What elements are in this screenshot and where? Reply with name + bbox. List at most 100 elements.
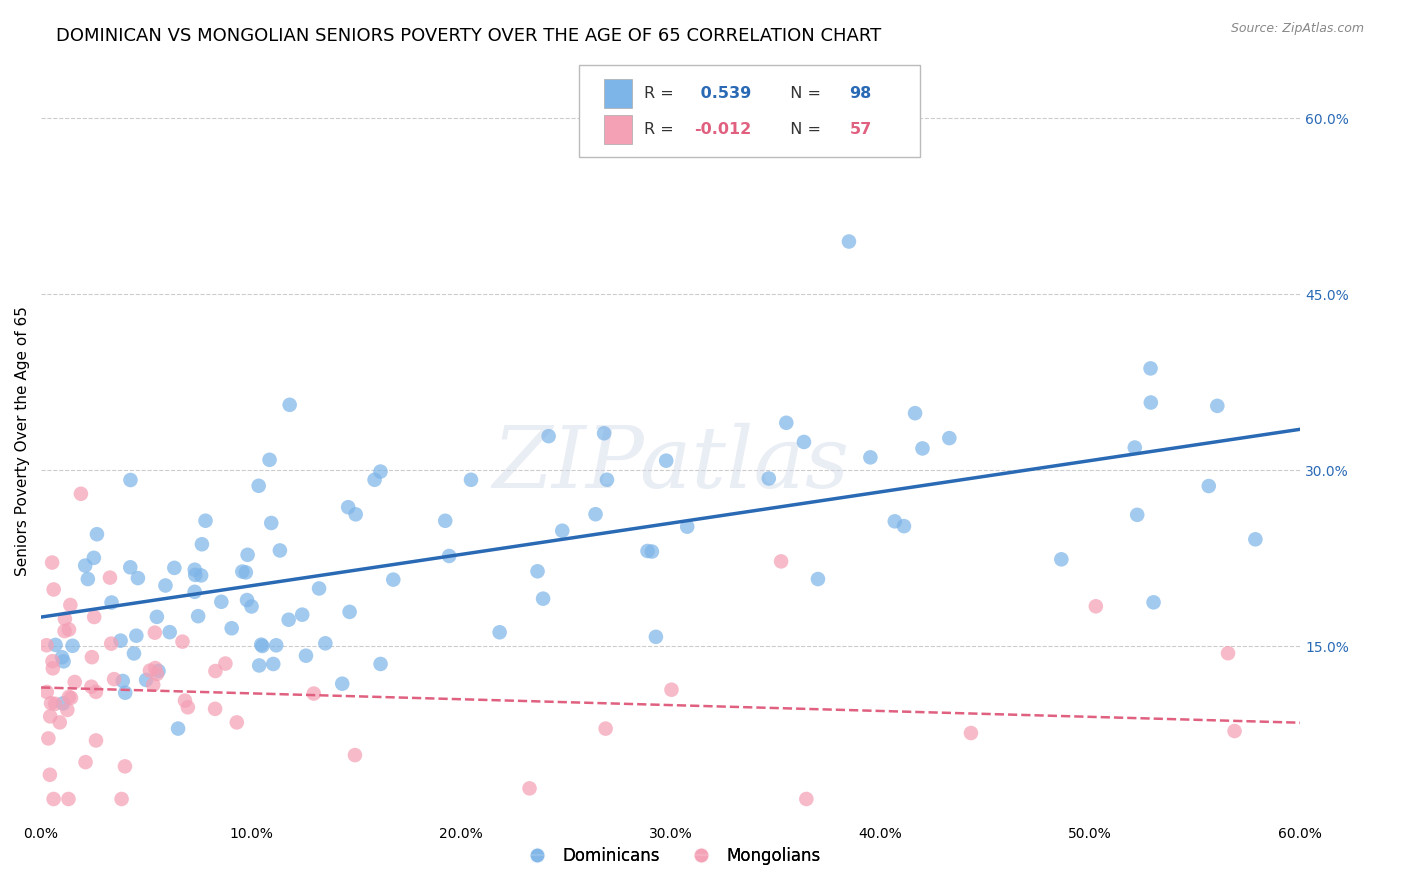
Point xyxy=(259,452,281,467)
Point xyxy=(1223,724,1246,739)
Text: N =: N = xyxy=(780,87,827,102)
Point xyxy=(960,726,983,740)
Text: Source: ZipAtlas.com: Source: ZipAtlas.com xyxy=(1230,22,1364,36)
Point xyxy=(911,442,934,456)
Point xyxy=(53,624,76,639)
Point xyxy=(35,685,58,699)
Point xyxy=(247,479,270,493)
Point xyxy=(262,657,284,671)
Point xyxy=(593,426,616,441)
Point xyxy=(41,654,63,668)
Point xyxy=(58,623,80,637)
Point xyxy=(252,639,274,653)
Point xyxy=(63,675,86,690)
Point xyxy=(758,471,780,485)
Point xyxy=(370,465,392,479)
Point xyxy=(83,550,105,565)
Point xyxy=(60,690,83,705)
Point xyxy=(167,722,190,736)
Point xyxy=(163,561,186,575)
Point xyxy=(122,647,145,661)
Point xyxy=(260,516,283,530)
Point xyxy=(339,605,361,619)
Point xyxy=(187,609,209,624)
Point xyxy=(437,549,460,563)
Point xyxy=(194,514,217,528)
Text: 98: 98 xyxy=(849,87,872,102)
Point xyxy=(98,571,121,585)
Point xyxy=(177,700,200,714)
Point xyxy=(343,748,366,763)
Point xyxy=(883,514,905,528)
Text: N =: N = xyxy=(780,121,827,136)
Y-axis label: Seniors Poverty Over the Age of 65: Seniors Poverty Over the Age of 65 xyxy=(15,306,30,576)
Point xyxy=(519,781,541,796)
Point xyxy=(127,571,149,585)
Point xyxy=(1206,399,1229,413)
Point xyxy=(120,473,142,487)
Point xyxy=(135,673,157,687)
Point xyxy=(110,633,132,648)
Point xyxy=(159,625,181,640)
Point xyxy=(595,722,617,736)
Text: 57: 57 xyxy=(849,121,872,136)
Point xyxy=(42,661,65,675)
Point xyxy=(775,416,797,430)
Point xyxy=(488,625,510,640)
Text: ZIPatlas: ZIPatlas xyxy=(492,423,849,505)
Point xyxy=(526,564,548,578)
Point xyxy=(52,697,75,711)
Point xyxy=(114,686,136,700)
Point xyxy=(183,584,205,599)
FancyBboxPatch shape xyxy=(579,65,920,157)
Point xyxy=(655,453,678,467)
Point xyxy=(143,625,166,640)
Point xyxy=(103,672,125,686)
Point xyxy=(39,696,62,710)
Point xyxy=(644,630,666,644)
Point xyxy=(37,731,59,746)
Text: 0.539: 0.539 xyxy=(695,87,751,102)
Point xyxy=(139,664,162,678)
Point xyxy=(264,638,287,652)
Point xyxy=(174,693,197,707)
Point xyxy=(51,650,73,665)
Point xyxy=(184,563,207,577)
Point xyxy=(120,560,142,574)
Point xyxy=(125,629,148,643)
Point xyxy=(363,473,385,487)
Point xyxy=(1123,441,1146,455)
FancyBboxPatch shape xyxy=(603,79,631,109)
Point xyxy=(114,759,136,773)
Point xyxy=(84,733,107,747)
Point xyxy=(146,667,169,681)
Point xyxy=(100,637,122,651)
Point xyxy=(100,595,122,609)
Point xyxy=(184,568,207,582)
Point xyxy=(231,565,253,579)
Point xyxy=(938,431,960,445)
Point xyxy=(44,697,66,711)
Point xyxy=(110,792,132,806)
Text: R =: R = xyxy=(644,87,679,102)
Point xyxy=(59,598,82,612)
Point xyxy=(148,664,170,678)
Point xyxy=(838,235,860,249)
Point xyxy=(641,544,664,558)
Point xyxy=(291,607,314,622)
Point xyxy=(58,690,80,704)
Point xyxy=(240,599,263,614)
Text: DOMINICAN VS MONGOLIAN SENIORS POVERTY OVER THE AGE OF 65 CORRELATION CHART: DOMINICAN VS MONGOLIAN SENIORS POVERTY O… xyxy=(56,27,882,45)
FancyBboxPatch shape xyxy=(603,114,631,144)
Point xyxy=(770,554,793,568)
Point xyxy=(80,650,103,665)
Point xyxy=(83,610,105,624)
Point xyxy=(84,685,107,699)
Legend: Dominicans, Mongolians: Dominicans, Mongolians xyxy=(513,840,827,871)
Point xyxy=(370,657,392,671)
Point xyxy=(236,548,259,562)
Text: R =: R = xyxy=(644,121,679,136)
Point xyxy=(676,519,699,533)
Point xyxy=(225,715,247,730)
Point xyxy=(42,792,65,806)
